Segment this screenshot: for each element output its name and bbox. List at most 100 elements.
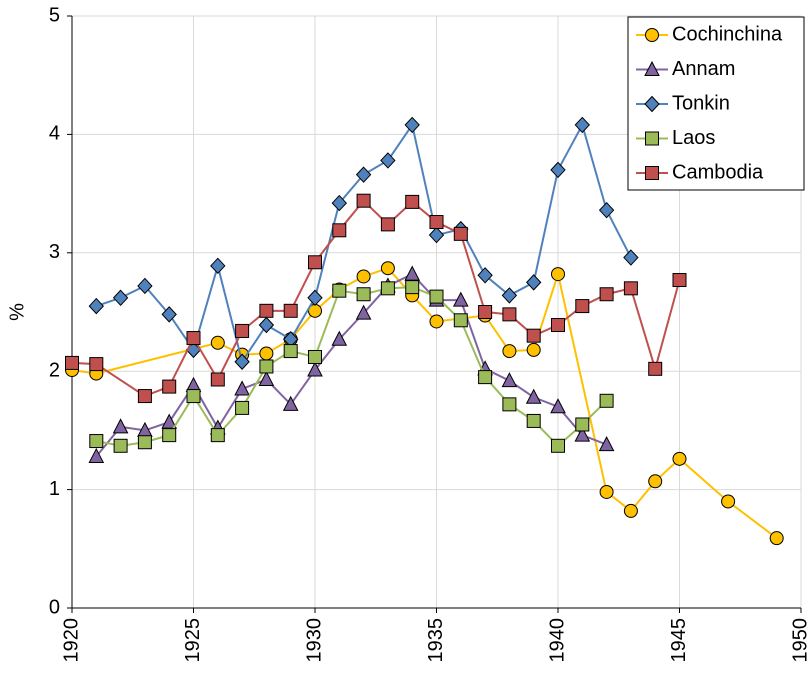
marker bbox=[307, 289, 323, 307]
marker bbox=[259, 303, 274, 318]
marker bbox=[137, 435, 152, 450]
marker bbox=[112, 289, 129, 307]
marker bbox=[672, 273, 687, 288]
marker bbox=[332, 283, 347, 298]
x-tick-label: 1945 bbox=[668, 618, 690, 663]
marker bbox=[623, 503, 638, 518]
marker bbox=[355, 304, 372, 320]
marker bbox=[162, 428, 177, 443]
marker bbox=[113, 438, 128, 453]
y-tick-label: 3 bbox=[49, 241, 60, 263]
legend-label: Laos bbox=[672, 127, 715, 149]
marker bbox=[161, 413, 178, 429]
marker bbox=[645, 166, 659, 180]
marker bbox=[575, 417, 590, 432]
x-tick-label: 1940 bbox=[546, 618, 568, 663]
marker bbox=[235, 400, 250, 415]
marker bbox=[308, 349, 322, 364]
y-tick-label: 5 bbox=[49, 4, 60, 26]
marker bbox=[137, 277, 153, 295]
marker bbox=[65, 355, 79, 370]
marker bbox=[356, 193, 371, 208]
marker bbox=[404, 265, 421, 281]
marker bbox=[137, 389, 152, 404]
marker bbox=[428, 226, 445, 244]
x-tick-label: 1950 bbox=[789, 618, 811, 663]
marker bbox=[526, 413, 541, 428]
marker bbox=[478, 305, 493, 319]
marker bbox=[501, 287, 518, 304]
marker bbox=[356, 269, 371, 284]
marker bbox=[453, 313, 468, 328]
marker bbox=[623, 281, 638, 296]
marker bbox=[575, 299, 590, 314]
marker bbox=[644, 60, 660, 76]
marker bbox=[355, 166, 372, 183]
marker bbox=[502, 344, 517, 359]
marker bbox=[234, 353, 250, 370]
marker bbox=[210, 257, 226, 275]
marker bbox=[332, 223, 347, 238]
marker bbox=[380, 152, 396, 169]
marker bbox=[331, 330, 348, 346]
y-tick-label: 1 bbox=[49, 478, 60, 500]
marker bbox=[380, 261, 395, 276]
marker bbox=[308, 255, 322, 270]
marker bbox=[551, 318, 565, 333]
marker bbox=[89, 357, 104, 372]
marker bbox=[598, 436, 615, 452]
marker bbox=[550, 398, 566, 414]
marker bbox=[282, 395, 299, 411]
marker bbox=[88, 297, 104, 315]
marker bbox=[721, 494, 736, 509]
series-line bbox=[96, 286, 608, 448]
marker bbox=[623, 249, 639, 266]
marker bbox=[161, 306, 177, 323]
marker bbox=[478, 370, 493, 385]
legend-label: Cambodia bbox=[672, 161, 764, 183]
marker bbox=[380, 281, 395, 296]
y-tick-label: 0 bbox=[49, 596, 60, 618]
marker bbox=[235, 323, 250, 338]
marker bbox=[452, 291, 469, 307]
marker bbox=[429, 289, 444, 304]
marker bbox=[502, 397, 517, 412]
marker bbox=[210, 335, 225, 350]
y-tick-label: 4 bbox=[49, 123, 60, 145]
marker bbox=[112, 418, 129, 434]
x-tick-label: 1935 bbox=[425, 618, 447, 663]
marker bbox=[283, 344, 298, 359]
marker bbox=[599, 287, 614, 302]
marker bbox=[234, 380, 250, 396]
marker bbox=[259, 359, 274, 374]
marker bbox=[648, 474, 663, 489]
x-tick-label: 1925 bbox=[182, 618, 204, 663]
marker bbox=[429, 314, 444, 329]
marker bbox=[550, 161, 566, 179]
marker bbox=[526, 342, 541, 357]
marker bbox=[453, 226, 468, 241]
marker bbox=[283, 303, 298, 318]
legend-label: Cochinchina bbox=[672, 23, 783, 45]
marker bbox=[186, 331, 201, 346]
marker bbox=[356, 287, 371, 302]
marker bbox=[574, 426, 591, 442]
marker bbox=[258, 370, 275, 386]
marker bbox=[405, 194, 420, 209]
marker bbox=[574, 116, 590, 134]
marker bbox=[599, 393, 614, 408]
marker bbox=[648, 361, 663, 376]
legend: Cochinchina Annam Tonkin Laos Cambodia bbox=[627, 16, 805, 191]
marker bbox=[645, 28, 659, 42]
marker bbox=[598, 201, 615, 219]
marker bbox=[186, 389, 201, 404]
marker bbox=[769, 531, 784, 546]
marker bbox=[162, 379, 177, 394]
marker bbox=[645, 131, 659, 146]
series-line bbox=[95, 272, 607, 458]
legend-label: Annam bbox=[672, 58, 735, 80]
series-line bbox=[95, 122, 632, 365]
marker bbox=[258, 316, 275, 334]
